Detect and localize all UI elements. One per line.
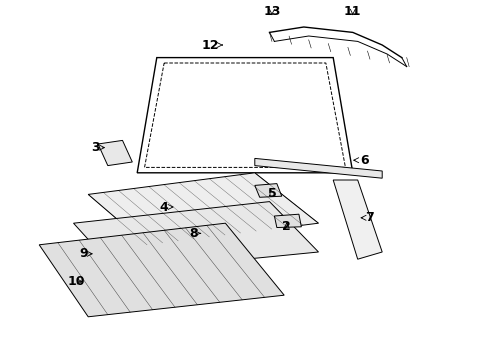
Polygon shape [74,202,318,272]
Polygon shape [255,158,382,178]
Text: 2: 2 [282,220,291,233]
Text: 7: 7 [361,211,374,224]
Polygon shape [274,214,301,228]
Text: 4: 4 [160,201,173,213]
Text: 13: 13 [263,5,281,18]
Text: 12: 12 [202,39,222,51]
Polygon shape [255,184,282,197]
Text: 5: 5 [268,187,276,200]
Text: 6: 6 [354,154,369,167]
Text: 9: 9 [79,247,92,260]
Text: 11: 11 [344,5,362,18]
Text: 3: 3 [91,141,104,154]
Polygon shape [88,173,318,245]
Text: 10: 10 [67,275,85,288]
Text: 8: 8 [189,227,201,240]
Polygon shape [39,223,284,317]
Polygon shape [333,180,382,259]
Polygon shape [98,140,132,166]
